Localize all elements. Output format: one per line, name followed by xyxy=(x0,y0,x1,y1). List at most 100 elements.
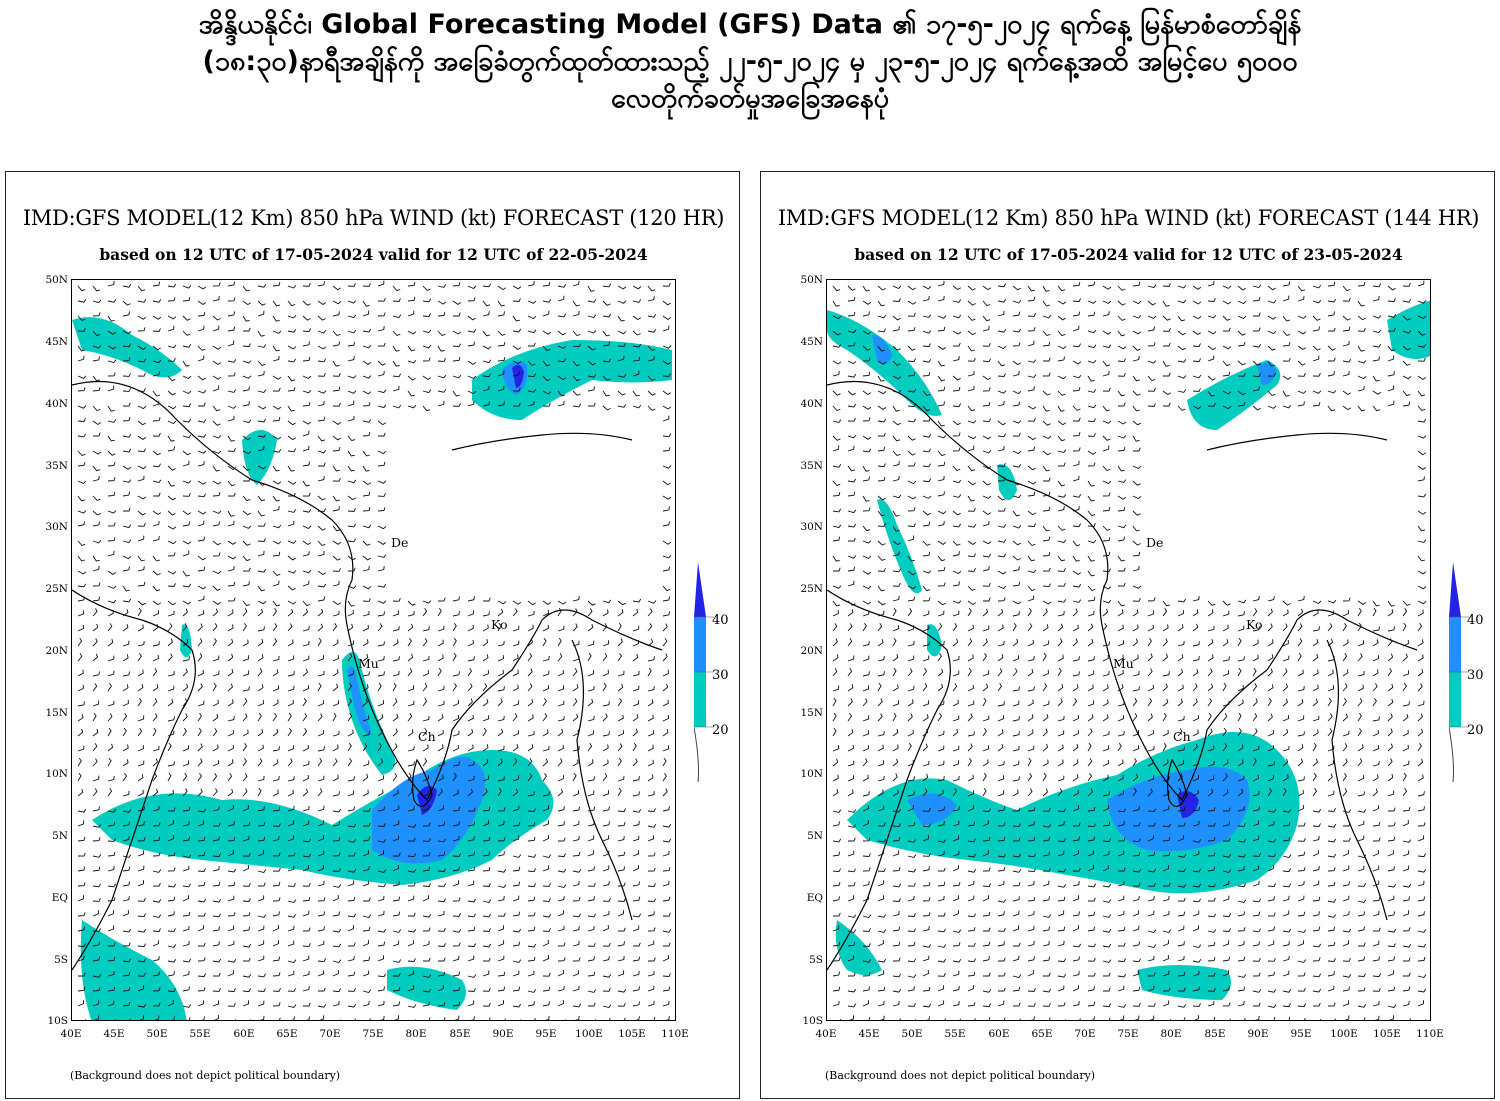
wind-barb xyxy=(1132,638,1139,647)
wind-barb xyxy=(1402,850,1410,857)
wind-barb xyxy=(92,653,99,662)
wind-barb xyxy=(572,729,579,737)
wind-barb xyxy=(197,450,207,454)
wind-barb xyxy=(557,390,566,397)
wind-barb xyxy=(1012,986,1021,992)
wind-barb xyxy=(602,283,612,288)
wind-barb xyxy=(952,655,960,662)
wind-barb xyxy=(1027,623,1033,632)
wind-barb xyxy=(137,774,144,782)
wind-barb xyxy=(937,1000,945,1007)
wind-barb xyxy=(227,699,234,707)
wind-barb xyxy=(1132,910,1140,917)
wind-barb xyxy=(167,525,177,530)
wind-barb xyxy=(892,551,900,557)
wind-barb xyxy=(182,330,191,336)
wind-barb xyxy=(362,773,369,782)
wind-barb xyxy=(997,400,1005,407)
wind-barb xyxy=(1117,821,1125,827)
wind-barb xyxy=(77,653,83,662)
wind-barb xyxy=(602,924,609,932)
wind-barb xyxy=(227,958,237,963)
wind-barb xyxy=(497,868,507,873)
wind-barb xyxy=(1027,807,1036,812)
wind-barb xyxy=(152,940,159,947)
wind-barb xyxy=(347,823,357,828)
wind-barb xyxy=(1177,375,1187,379)
wind-barb xyxy=(317,970,325,977)
wind-barb xyxy=(317,495,326,501)
wind-barb xyxy=(1057,683,1064,692)
wind-barb xyxy=(892,435,901,442)
wind-barb xyxy=(1072,671,1080,677)
wind-barb xyxy=(877,476,886,482)
wind-barb xyxy=(847,390,856,396)
wind-barb xyxy=(528,342,536,347)
wind-barb xyxy=(527,668,533,677)
wind-barb xyxy=(392,835,400,842)
wind-barb xyxy=(1042,536,1051,542)
wind-barb xyxy=(1267,372,1276,377)
wind-barb xyxy=(1417,435,1427,439)
wind-barb xyxy=(922,390,931,397)
wind-barb xyxy=(1297,929,1307,934)
wind-barb xyxy=(982,759,989,767)
wind-barb xyxy=(137,448,146,453)
wind-barb xyxy=(1087,684,1094,692)
wind-barb xyxy=(482,788,488,797)
wind-barb xyxy=(632,742,637,752)
wind-barb xyxy=(377,404,387,409)
wind-barb xyxy=(1072,298,1081,303)
wind-barb xyxy=(982,401,991,407)
wind-barb xyxy=(1402,744,1409,752)
wind-barb xyxy=(422,655,430,662)
wind-barb xyxy=(332,330,341,337)
wind-barb xyxy=(512,360,522,365)
wind-barb xyxy=(347,742,352,752)
wind-barb xyxy=(632,653,639,662)
wind-barb xyxy=(107,477,116,482)
wind-barb xyxy=(1012,974,1022,979)
wind-barb xyxy=(167,835,174,842)
wind-barb xyxy=(1327,941,1336,947)
wind-barb xyxy=(272,1002,281,1007)
wind-barb xyxy=(394,1015,400,1020)
wind-barb xyxy=(982,727,987,737)
wind-barb xyxy=(242,639,249,647)
wind-barb xyxy=(212,492,221,497)
wind-barb xyxy=(1327,298,1337,303)
wind-barb xyxy=(182,668,188,677)
wind-barb xyxy=(937,360,945,367)
wind-barb xyxy=(1297,911,1306,917)
wind-barb xyxy=(482,283,492,288)
wind-barb xyxy=(272,607,278,617)
wind-barb xyxy=(332,435,341,441)
wind-barb xyxy=(152,713,158,722)
wind-barb xyxy=(167,570,177,575)
wind-barb xyxy=(877,929,887,933)
wind-barb xyxy=(290,1016,295,1020)
lat-label: 5S xyxy=(54,954,68,966)
wind-barb xyxy=(227,988,236,993)
wind-barb xyxy=(907,435,916,441)
wind-barb xyxy=(1282,357,1291,362)
wind-barb xyxy=(922,448,931,453)
wind-barb xyxy=(997,682,1003,692)
colorbar xyxy=(1449,562,1469,782)
lat-label: 35N xyxy=(800,460,823,472)
wind-barb xyxy=(467,329,477,333)
wind-barb xyxy=(1222,1002,1231,1007)
wind-barb xyxy=(227,340,235,347)
wind-barb xyxy=(242,600,251,607)
wind-barb xyxy=(407,390,415,397)
wind-barb xyxy=(302,375,312,380)
wind-barb xyxy=(557,925,565,932)
wind-barb xyxy=(488,1017,491,1020)
wind-barb xyxy=(1357,327,1366,332)
wind-barb xyxy=(347,1003,357,1008)
wind-barb xyxy=(1192,850,1200,857)
wind-barb xyxy=(907,791,915,797)
wind-barb xyxy=(602,599,612,604)
wind-barb xyxy=(422,866,431,872)
wind-barb xyxy=(1177,668,1184,677)
